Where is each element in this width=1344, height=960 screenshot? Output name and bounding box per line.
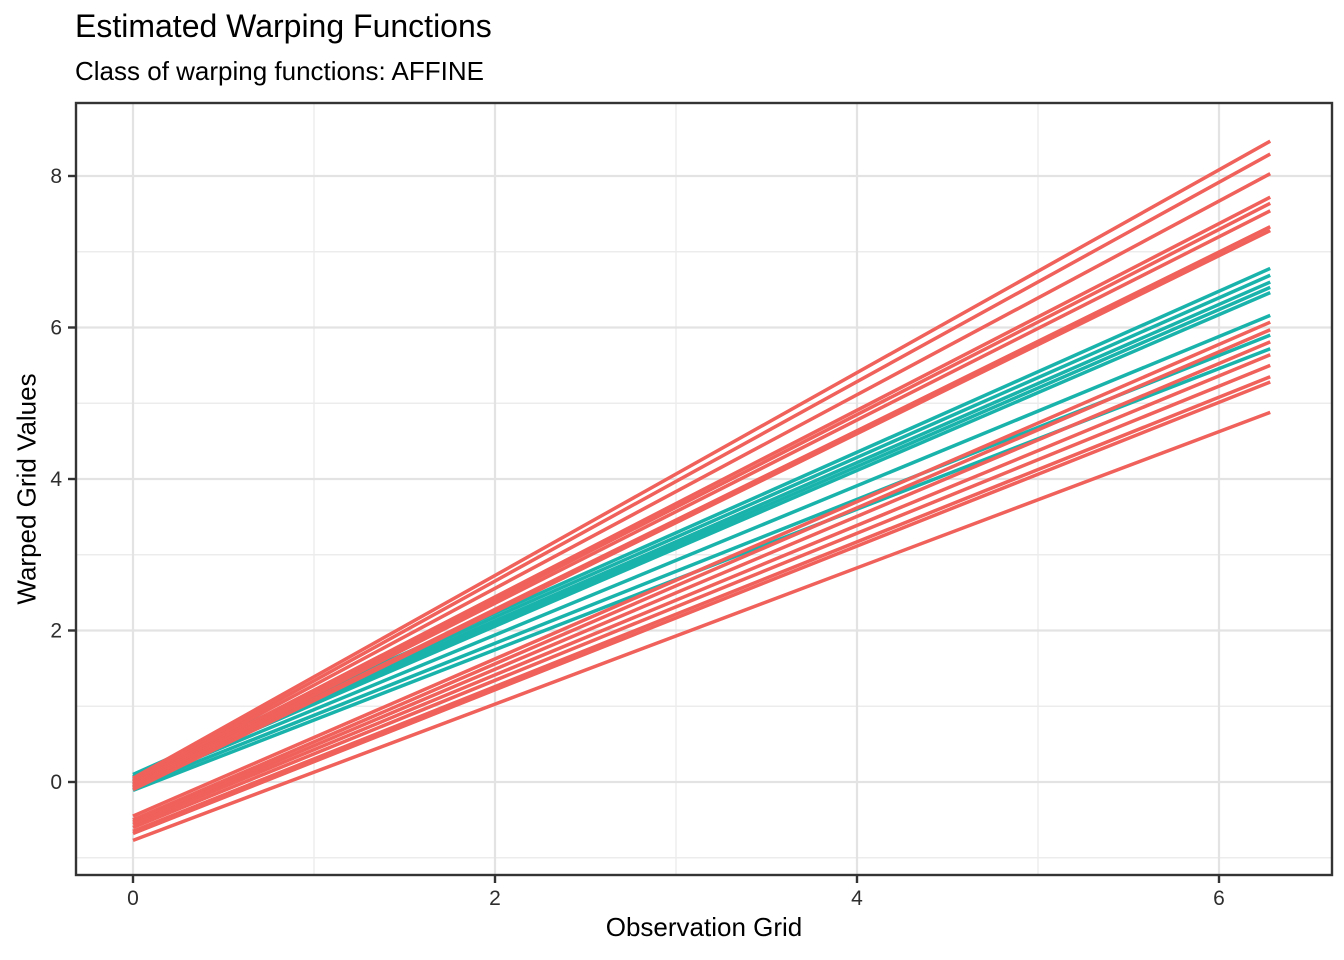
warping-function-line-red <box>132 375 1271 833</box>
x-tick-label: 2 <box>489 887 501 910</box>
warping-function-line-red <box>132 320 1271 818</box>
warping-function-line-red <box>132 410 1271 842</box>
warping-function-line-red <box>132 228 1271 792</box>
y-tick-label: 4 <box>50 468 62 491</box>
panel-border <box>74 101 1334 877</box>
warping-function-line-red <box>132 172 1272 784</box>
y-tick-label: 8 <box>50 165 62 188</box>
x-tick-label: 4 <box>851 887 863 910</box>
chart-title: Estimated Warping Functions <box>75 8 492 44</box>
warping-function-line-red <box>132 139 1272 780</box>
chart-subtitle: Class of warping functions: AFFINE <box>75 56 484 86</box>
warping-function-line-red <box>132 340 1271 824</box>
x-tick-label: 0 <box>127 887 139 910</box>
warping-function-line-red <box>132 209 1272 789</box>
warping-function-line-teal <box>132 313 1271 786</box>
warping-function-line-red <box>132 195 1272 786</box>
warping-function-line-red <box>132 201 1272 787</box>
warping-function-line-red <box>132 353 1271 827</box>
warping-function-line-red <box>132 152 1272 783</box>
y-tick-label: 2 <box>50 620 62 643</box>
warping-function-line-red <box>132 363 1271 830</box>
warping-function-line-red <box>132 328 1271 822</box>
y-tick-label: 0 <box>50 771 62 794</box>
y-axis-title: Warped Grid Values <box>11 373 42 605</box>
x-axis-title: Observation Grid <box>605 912 803 942</box>
y-tick-label: 6 <box>50 317 62 340</box>
warping-function-line-teal <box>132 291 1271 784</box>
warping-function-line-red <box>132 380 1271 836</box>
x-tick-label: 6 <box>1213 887 1225 910</box>
